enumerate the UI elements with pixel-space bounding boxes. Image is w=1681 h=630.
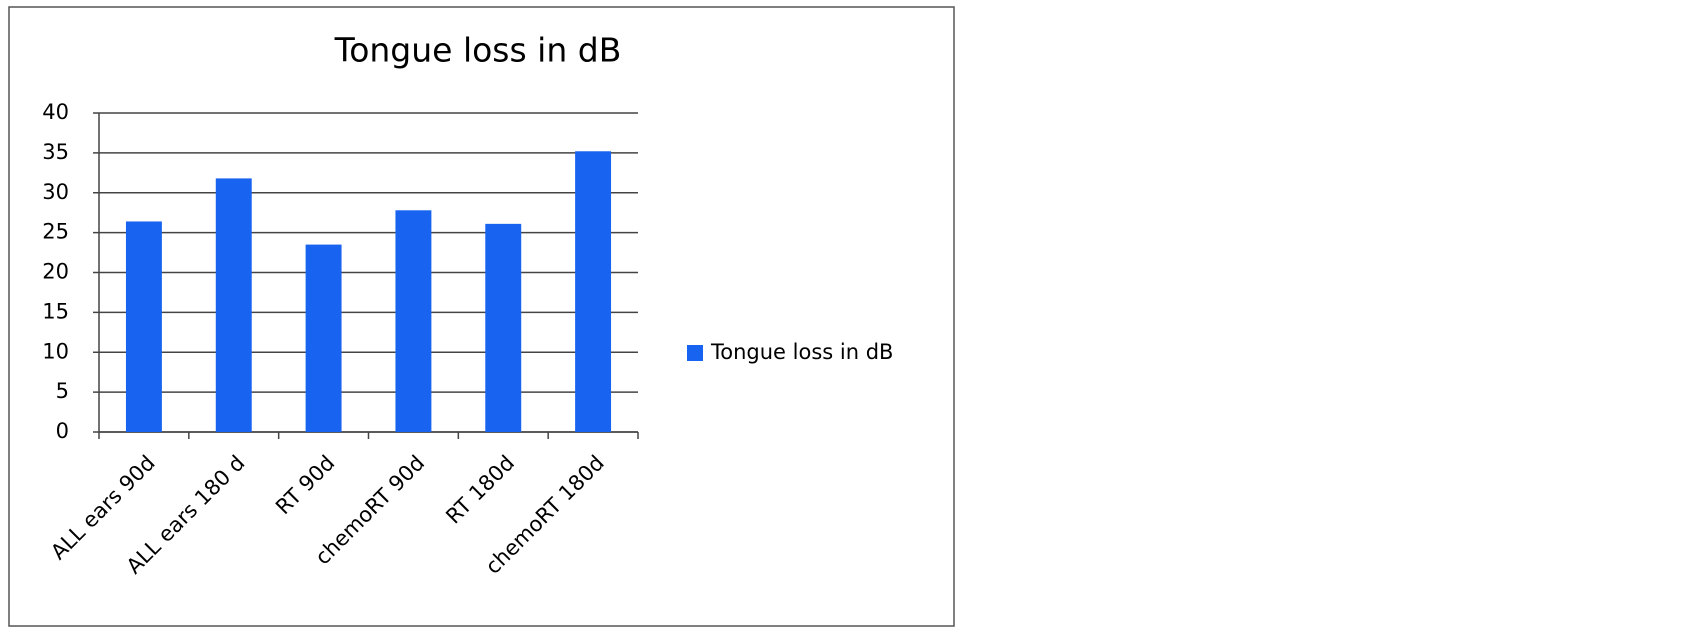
- y-tick-label: 35: [42, 140, 69, 164]
- bar: [305, 244, 342, 432]
- y-tick-label: 0: [56, 419, 69, 443]
- bar: [575, 151, 612, 432]
- chart-title: Tongue loss in dB: [334, 31, 622, 70]
- bar: [485, 223, 522, 432]
- bar: [125, 221, 162, 432]
- y-tick-label: 30: [42, 180, 69, 204]
- legend-label: Tongue loss in dB: [710, 340, 893, 364]
- y-tick-label: 40: [42, 100, 69, 124]
- y-tick-label: 25: [42, 220, 69, 244]
- y-tick-label: 15: [42, 299, 69, 323]
- legend-swatch: [687, 345, 703, 361]
- bar: [395, 210, 432, 432]
- y-tick-label: 5: [56, 379, 69, 403]
- y-tick-label: 20: [42, 260, 69, 284]
- chart-frame: [8, 6, 955, 627]
- y-tick-label: 10: [42, 339, 69, 363]
- bar: [215, 178, 252, 432]
